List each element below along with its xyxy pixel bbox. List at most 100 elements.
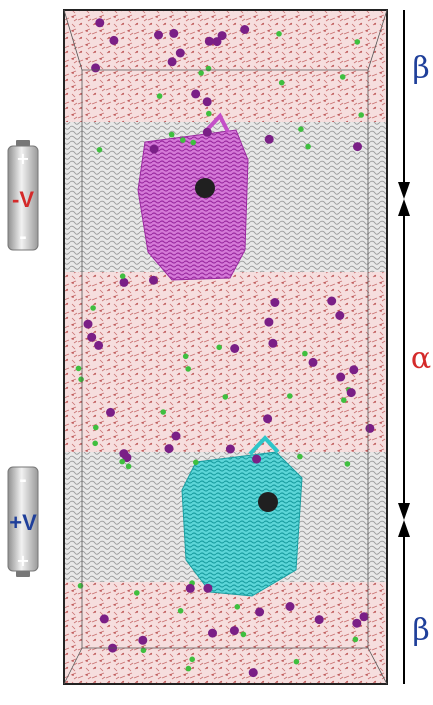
ion-small	[298, 126, 304, 132]
ion-large	[120, 278, 129, 287]
ion-small	[193, 460, 199, 466]
ion-large	[365, 424, 374, 433]
ion-small	[90, 305, 96, 311]
ion-large	[208, 629, 217, 638]
ion-small	[198, 70, 204, 76]
ion-small	[120, 273, 126, 279]
ion-large	[286, 602, 295, 611]
ion-small	[189, 657, 195, 663]
battery-top: + -V -	[8, 140, 38, 250]
ion-small	[97, 147, 103, 153]
ion-large	[165, 444, 174, 453]
ion-large	[270, 298, 279, 307]
ion-large	[230, 626, 239, 635]
ion-large	[336, 373, 345, 382]
simulation-box	[64, 10, 387, 684]
ion-small	[119, 459, 125, 465]
ion-large	[353, 142, 362, 151]
ion-large	[154, 31, 163, 40]
ion-small	[190, 140, 196, 146]
ion-large	[265, 135, 274, 144]
ion-large	[168, 57, 177, 66]
ion-small	[358, 112, 364, 118]
battery-bottom-minus: -	[19, 470, 26, 491]
ion-small	[160, 409, 166, 415]
ion-large	[150, 145, 159, 154]
region-label-top: β	[412, 51, 429, 86]
ion-small	[206, 66, 212, 72]
ion-small	[157, 93, 163, 99]
ion-large	[213, 37, 222, 46]
ion-small	[340, 74, 346, 80]
ion-large	[172, 432, 181, 441]
ion-large	[176, 49, 185, 58]
ion-small	[302, 351, 308, 357]
ion-small	[223, 394, 229, 400]
battery-top-cap	[16, 140, 30, 146]
region-label-middle: α	[411, 341, 431, 376]
ion-large	[240, 25, 249, 34]
battery-top-plus: +	[16, 149, 29, 168]
ion-small	[235, 604, 241, 610]
arrow-up-bottom	[398, 520, 410, 537]
ion-large	[95, 18, 104, 27]
protein-bottom	[182, 452, 302, 596]
ion-large	[226, 445, 235, 454]
ion-small	[276, 31, 282, 37]
ion-large	[203, 584, 212, 593]
ion-large	[106, 408, 115, 417]
ion-large	[100, 614, 109, 623]
ion-large	[315, 615, 324, 624]
ion-large	[230, 344, 239, 353]
battery-top-minus: -	[19, 227, 26, 248]
water-layer-top	[64, 10, 387, 122]
ion-small	[78, 377, 84, 383]
ion-large	[255, 608, 264, 617]
ion-small	[216, 345, 222, 351]
protein-top-core	[195, 178, 215, 198]
ion-small	[134, 590, 140, 596]
ion-small	[305, 144, 311, 150]
ion-large	[252, 455, 261, 464]
ion-large	[268, 339, 277, 348]
ion-large	[91, 63, 100, 72]
ion-large	[263, 414, 272, 423]
ion-large	[347, 388, 356, 397]
battery-bottom-label: +V	[9, 510, 37, 535]
ion-small	[186, 666, 192, 672]
ion-small	[78, 583, 84, 589]
ion-large	[84, 320, 93, 329]
ion-small	[92, 441, 98, 447]
ion-large	[186, 584, 195, 593]
ion-small	[294, 659, 300, 665]
ion-large	[169, 29, 178, 38]
ion-large	[203, 97, 212, 106]
ion-large	[191, 89, 200, 98]
ion-large	[309, 358, 318, 367]
battery-bottom-cap	[16, 571, 30, 577]
water-layer-bottom	[64, 582, 387, 684]
ion-small	[76, 366, 82, 372]
ion-small	[93, 425, 99, 431]
ion-small	[345, 461, 351, 467]
water-layer-middle	[64, 272, 387, 452]
ion-large	[149, 276, 158, 285]
ion-small	[279, 80, 285, 86]
ion-small	[206, 111, 212, 117]
ion-large	[203, 128, 212, 137]
arrow-up-middle	[398, 199, 410, 216]
ion-small	[169, 132, 175, 138]
ion-large	[352, 619, 361, 628]
ion-small	[126, 464, 132, 470]
ion-small	[178, 608, 184, 614]
ion-large	[109, 36, 118, 45]
ion-large	[360, 612, 369, 621]
arrow-down-middle	[398, 503, 410, 520]
ion-small	[185, 366, 191, 372]
ion-large	[205, 37, 214, 46]
battery-bottom-plus: +	[16, 551, 29, 570]
ion-large	[249, 668, 258, 677]
ion-large	[335, 311, 344, 320]
protein-bottom-core	[258, 492, 278, 512]
